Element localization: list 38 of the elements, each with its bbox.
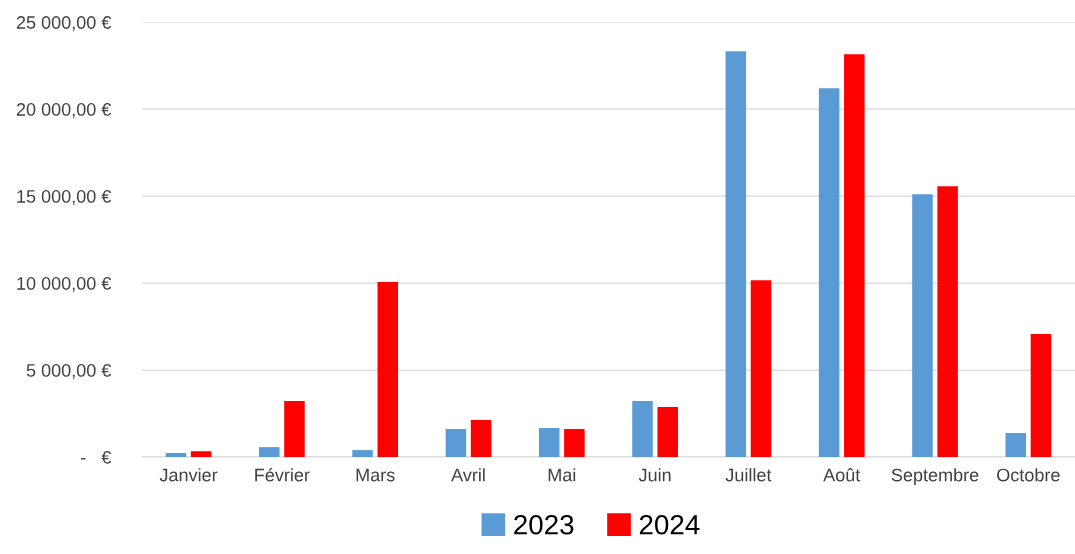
bar [284,401,305,458]
bar [844,54,865,458]
legend-label: 2023 [514,514,574,535]
x-tick-label: Juillet [725,468,772,482]
bar [190,451,212,458]
x-tick-label: Juin [638,468,671,482]
bar [538,428,560,458]
bar [632,401,653,458]
x-tick-label: Septembre [891,468,979,485]
bar [818,88,840,458]
x-tick-label: Mars [356,468,395,482]
bar [1030,334,1052,458]
x-tick-label: Février [255,467,310,482]
legend-label: 2024 [639,514,700,535]
x-tick-label: Janvier [159,468,218,482]
y-tick-label: 5 000,00 € [26,364,112,379]
bar [564,429,585,458]
bar [912,194,933,458]
bar [937,186,958,458]
y-tick-label: 10 000,00 € [17,277,112,292]
bar [750,280,772,458]
y-tick-label: 20 000,00 € [16,103,112,118]
bar [445,429,467,458]
x-tick-label: Octobre [997,468,1060,482]
bar [470,420,492,458]
x-tick-label: Août [823,468,861,482]
x-tick-label: Avril [451,468,485,482]
bar [725,51,747,458]
x-tick-label: Mai [548,468,576,482]
bar [165,453,187,458]
y-tick-label: 25 000,00 € [16,16,112,32]
bar [377,282,399,458]
bar [1005,433,1027,458]
y-tick-label: - € [81,450,112,464]
y-tick-label: 15 000,00 € [17,190,112,205]
bar [352,450,373,458]
bar [657,407,678,458]
bar [259,447,280,458]
